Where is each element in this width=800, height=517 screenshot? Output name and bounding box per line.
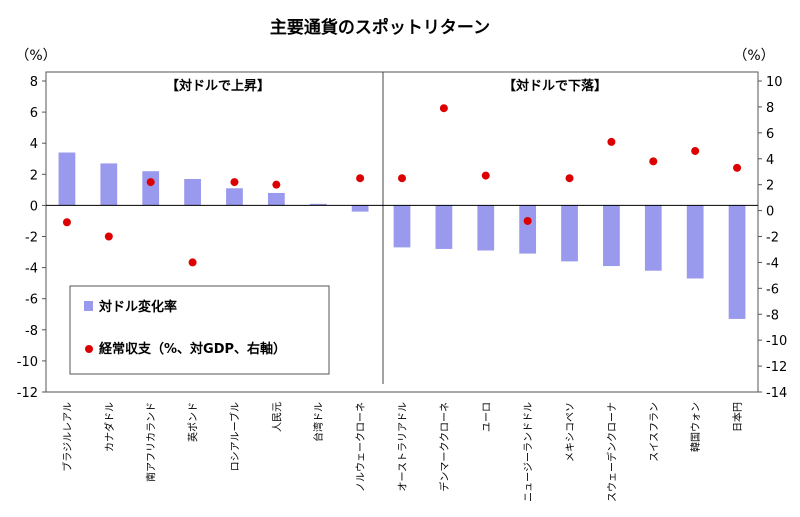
dot — [607, 137, 616, 146]
dot — [398, 174, 406, 183]
right-tick-label: -6 — [766, 282, 779, 297]
category-label: 英ポンド — [187, 402, 200, 442]
category-label: ニュージーランドドル — [523, 402, 535, 502]
right-tick-label: -12 — [766, 360, 787, 375]
left-tick-label: 8 — [30, 75, 38, 90]
dot — [188, 258, 197, 267]
dot — [230, 178, 239, 187]
right-tick-label: -8 — [766, 308, 779, 323]
bar — [58, 152, 76, 206]
category-label: ノルウェークローネ — [355, 402, 367, 492]
category-label: メキシコペソ — [566, 402, 577, 462]
bar — [477, 205, 495, 251]
category-label: 日本円 — [731, 402, 744, 432]
right-tick-label: 6 — [766, 127, 774, 142]
dot — [272, 180, 281, 189]
right-tick-label: 0 — [766, 205, 774, 220]
right-tick-label: 8 — [766, 101, 774, 116]
dot — [62, 218, 71, 227]
panel-label-up: 【対ドルで上昇】 — [166, 78, 270, 94]
right-tick-label: -14 — [766, 386, 787, 401]
bar — [351, 205, 369, 212]
bar — [226, 188, 243, 206]
left-tick-label: 6 — [30, 106, 38, 121]
left-tick-label: 2 — [30, 168, 38, 183]
bar — [519, 205, 537, 254]
bar-series — [58, 152, 746, 319]
dot — [649, 157, 658, 166]
category-label: スウェーデンクローナ — [605, 402, 618, 502]
dot — [523, 216, 532, 225]
legend-box — [69, 285, 330, 375]
category-label: 韓国ウォン — [690, 402, 702, 452]
category-label: 南アフリカランド — [145, 402, 158, 482]
left-axis-ticks: -12 -10 -8 -6 -4 -2 0 2 4 6 8 — [17, 75, 46, 401]
left-tick-label: -2 — [25, 231, 38, 246]
legend: 対ドル変化率 経常収支（%、対GDP、右軸） — [69, 285, 330, 375]
legend-bar-label: 対ドル変化率 — [98, 299, 177, 315]
dot — [356, 174, 365, 183]
bar — [100, 163, 118, 206]
bar — [686, 205, 704, 279]
bar — [728, 205, 746, 319]
left-tick-label: 4 — [30, 137, 38, 152]
bar — [393, 205, 411, 248]
bar — [435, 205, 453, 249]
dot — [733, 163, 742, 172]
right-tick-label: 4 — [766, 153, 774, 168]
bar — [267, 192, 285, 206]
category-labels: ブラジルレアル カナダドル 南アフリカランド 英ポンド ロシアルーブル 人民元 台湾ドル ノル… — [61, 402, 744, 502]
category-label: 台湾ドル — [312, 402, 325, 442]
category-label: カナダドル — [103, 402, 116, 452]
legend-dot-swatch — [85, 345, 93, 353]
category-label: オーストラリアドル — [397, 402, 409, 492]
bar — [561, 205, 578, 262]
category-label: 人民元 — [271, 402, 283, 432]
category-label: デンマーククローネ — [438, 402, 451, 492]
dot-series — [62, 104, 742, 267]
category-label: ロシアルーブル — [228, 402, 241, 471]
left-tick-label: -12 — [17, 386, 38, 401]
bar — [309, 203, 327, 206]
right-tick-label: 10 — [766, 75, 783, 90]
bar — [644, 205, 662, 271]
bar — [603, 205, 620, 267]
dot — [104, 232, 113, 241]
left-tick-label: -6 — [25, 293, 38, 308]
category-label: ブラジルレアル — [61, 402, 74, 472]
panel-label-down: 【対ドルで下落】 — [503, 78, 607, 94]
left-tick-label: -10 — [17, 355, 38, 370]
chart-title: 主要通貨のスポットリターン — [270, 17, 490, 38]
dot — [691, 146, 700, 155]
right-axis-unit: （%） — [733, 48, 774, 64]
legend-dot-label: 経常収支（%、対GDP、右軸） — [99, 341, 286, 357]
right-tick-label: -4 — [766, 256, 779, 271]
dot — [565, 174, 574, 183]
right-tick-label: 2 — [766, 179, 774, 194]
right-axis-ticks: -14 -12 -10 -8 -6 -4 -2 0 2 4 6 8 10 — [758, 75, 787, 401]
plot-area — [45, 71, 759, 393]
legend-bar-swatch — [84, 301, 93, 311]
dot — [439, 104, 448, 113]
left-tick-label: -8 — [25, 324, 38, 339]
category-label: ユーロ — [482, 402, 493, 432]
left-tick-label: -4 — [25, 262, 38, 277]
left-axis-unit: （%） — [15, 48, 56, 64]
bar — [142, 171, 160, 206]
dot — [481, 171, 490, 180]
bar — [184, 178, 201, 206]
right-tick-label: -2 — [766, 231, 779, 246]
left-tick-label: 0 — [30, 199, 38, 214]
right-tick-label: -10 — [766, 334, 787, 349]
dot — [146, 178, 155, 187]
category-label: スイスフラン — [648, 402, 660, 462]
